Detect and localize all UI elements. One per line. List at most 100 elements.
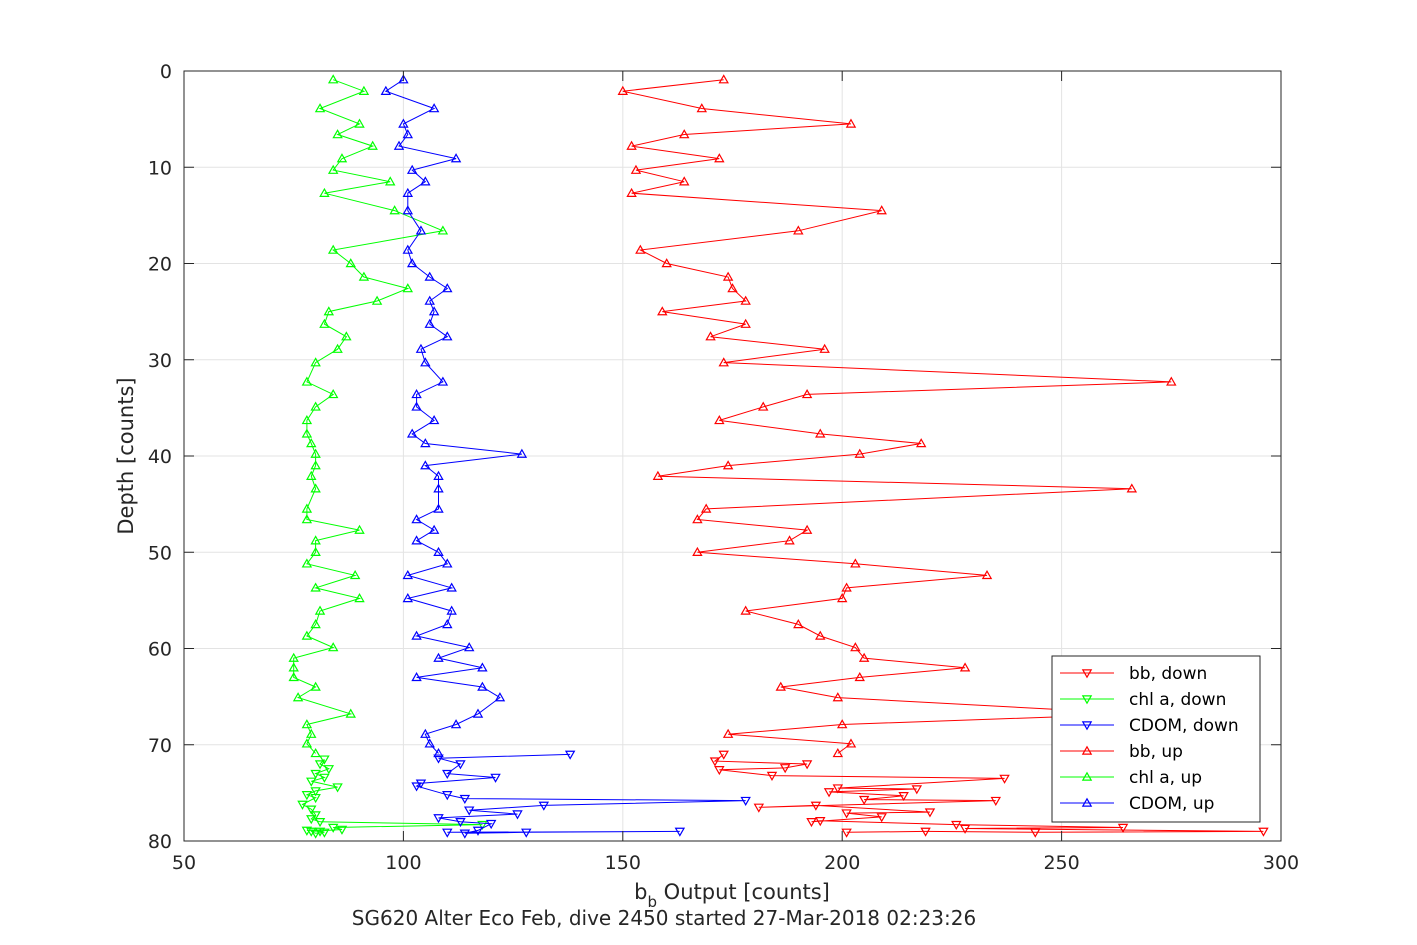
data-point: [411, 782, 422, 792]
data-point: [336, 153, 348, 163]
data-point: [310, 546, 321, 556]
data-point: [832, 784, 844, 794]
legend-label: bb, down: [1129, 664, 1207, 684]
y-tick-label: 10: [148, 157, 172, 179]
data-point: [455, 760, 466, 770]
x-axis-label-subscript: b: [647, 893, 657, 911]
data-point: [626, 187, 637, 197]
data-point: [696, 103, 708, 113]
data-point: [437, 376, 449, 386]
data-point: [406, 258, 418, 268]
data-point: [428, 414, 440, 425]
data-point: [301, 791, 313, 801]
legend-entry: chl a, up: [1060, 768, 1202, 788]
data-point: [332, 343, 343, 353]
data-point: [775, 681, 787, 691]
series-chl-a-down: [297, 755, 488, 839]
data-point: [784, 535, 795, 545]
series-line: [622, 79, 1172, 754]
data-point: [411, 671, 422, 682]
data-point: [301, 514, 313, 524]
series-cdom-down: [411, 750, 751, 839]
data-point: [415, 779, 427, 789]
data-point: [823, 788, 835, 798]
data-point: [911, 785, 923, 795]
data-point: [319, 773, 330, 783]
legend-entry: bb, up: [1060, 742, 1183, 762]
y-tick-label: 50: [148, 542, 172, 564]
data-point: [793, 619, 804, 629]
data-point: [722, 728, 734, 738]
data-point: [306, 438, 317, 448]
data-point: [310, 357, 321, 367]
data-point: [446, 605, 457, 615]
data-point: [310, 829, 321, 839]
data-point: [757, 401, 769, 411]
data-point: [319, 828, 330, 838]
x-axis-label-symbol: b: [634, 880, 647, 904]
data-point: [740, 295, 751, 305]
data-point: [959, 662, 971, 672]
data-point: [402, 244, 414, 254]
data-point: [402, 205, 414, 215]
data-point: [411, 630, 422, 640]
data-point: [402, 283, 414, 293]
data-point: [310, 681, 321, 691]
data-point: [402, 129, 414, 139]
data-point: [801, 388, 813, 399]
series-layer: [288, 74, 1269, 839]
data-point: [626, 140, 637, 150]
data-point: [477, 820, 488, 831]
data-point: [815, 817, 826, 827]
x-axis-label-text: Output [counts]: [664, 880, 830, 904]
data-point: [310, 582, 321, 592]
data-point: [674, 827, 686, 837]
data-point: [358, 85, 370, 95]
data-point: [371, 295, 383, 305]
data-point: [521, 828, 532, 838]
legend-marker: [1081, 771, 1093, 781]
data-point: [301, 428, 313, 438]
series-bb-down: [709, 750, 1269, 838]
y-tick-label: 80: [148, 831, 172, 853]
data-point: [428, 103, 440, 113]
legend-marker: [1081, 695, 1093, 705]
data-point: [420, 460, 431, 470]
series-line: [293, 79, 445, 754]
data-point: [455, 818, 466, 828]
data-point: [722, 460, 734, 470]
axis-ticks: 50 100 150 200 250 300 0 10 20 30 40 50 60 70 80: [148, 61, 1299, 874]
data-point: [310, 748, 321, 758]
data-point: [1166, 376, 1177, 386]
data-point: [915, 438, 927, 448]
data-point: [327, 244, 339, 254]
x-tick-label: 200: [824, 852, 860, 874]
data-point: [398, 118, 409, 128]
data-point: [617, 85, 629, 95]
data-point: [406, 164, 418, 174]
data-point: [301, 826, 313, 836]
data-point: [841, 809, 852, 819]
data-point: [310, 769, 321, 780]
data-point: [981, 569, 993, 580]
data-point: [442, 558, 453, 568]
data-point: [722, 271, 734, 281]
data-point: [718, 750, 729, 760]
data-point: [310, 535, 321, 545]
data-point: [494, 692, 506, 702]
data-point: [354, 118, 365, 128]
data-point: [753, 803, 765, 813]
legend-label: CDOM, up: [1129, 794, 1214, 814]
data-point: [766, 771, 778, 781]
data-point: [306, 470, 317, 480]
figure-caption: SG620 Alter Eco Feb, dive 2450 started 2…: [352, 906, 976, 930]
data-point: [314, 760, 326, 770]
data-point: [832, 748, 844, 758]
series-line: [384, 79, 522, 754]
legend-entry: chl a, down: [1060, 690, 1226, 710]
data-point: [898, 792, 909, 802]
data-point: [406, 428, 418, 438]
data-point: [801, 760, 813, 770]
data-point: [424, 738, 435, 748]
data-point: [389, 205, 400, 215]
